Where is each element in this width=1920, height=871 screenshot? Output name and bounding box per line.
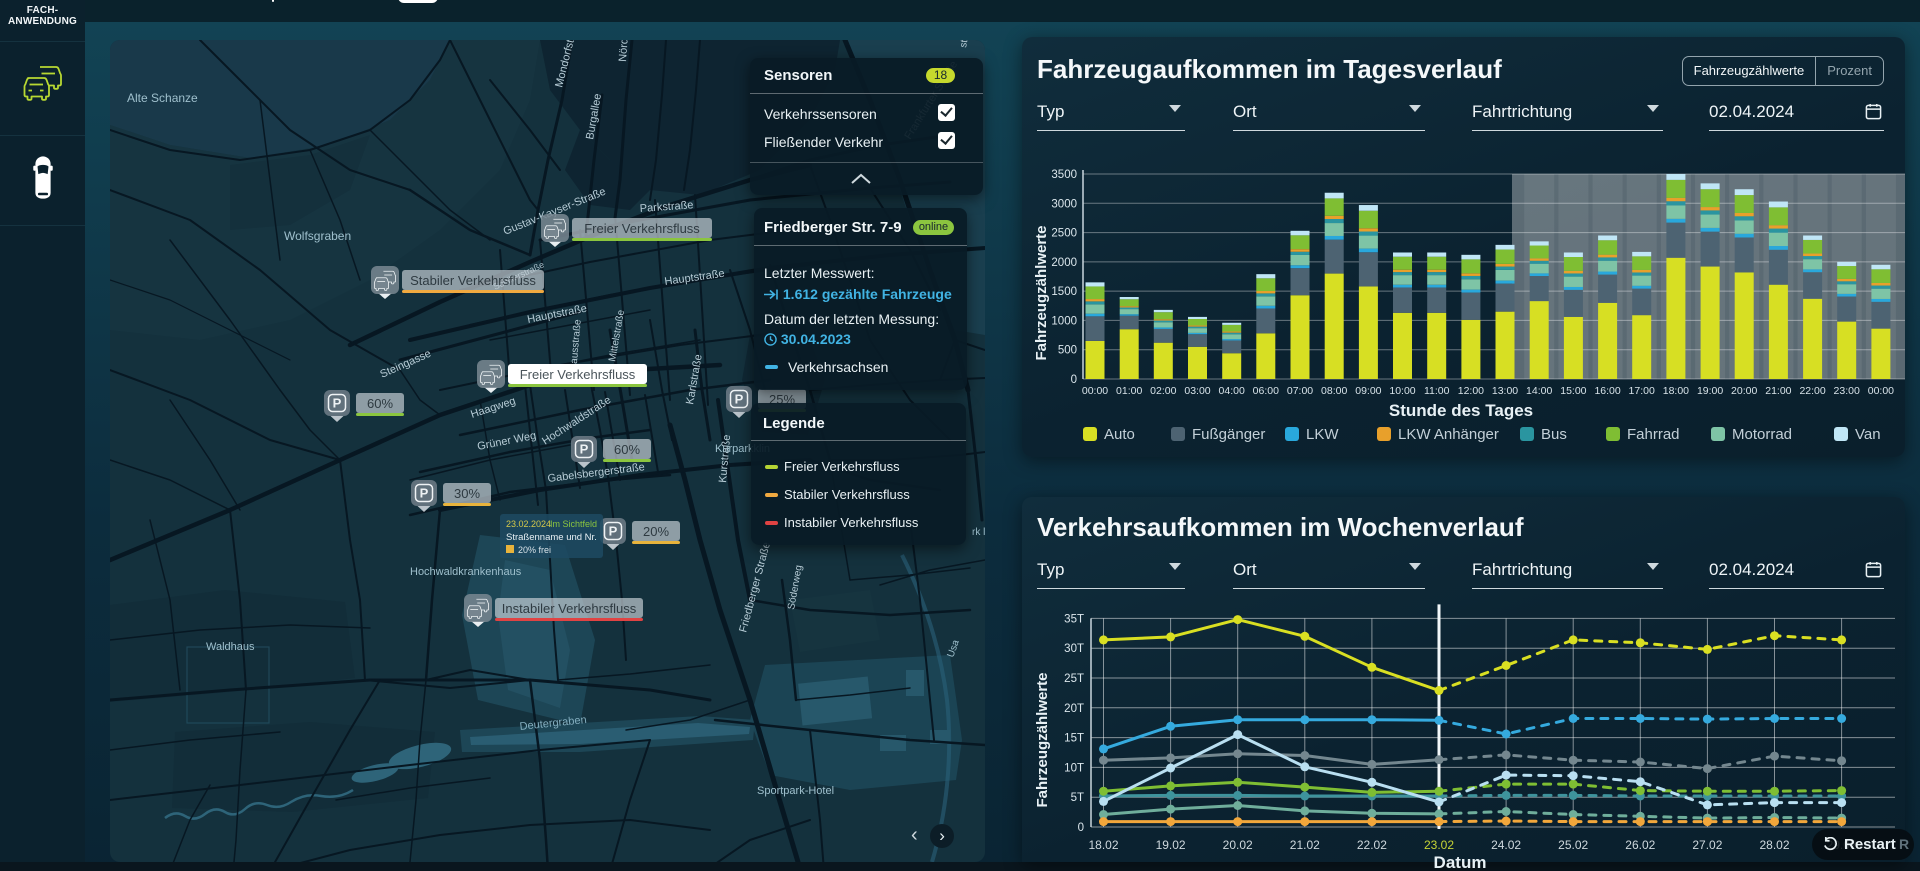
svg-text:P: P <box>609 524 618 539</box>
svg-text:21.02: 21.02 <box>1290 838 1320 852</box>
svg-text:20T: 20T <box>1064 703 1084 715</box>
svg-text:0: 0 <box>1071 374 1077 386</box>
svg-text:Freier Verkehrsfluss: Freier Verkehrsfluss <box>584 221 700 236</box>
svg-text:11:00: 11:00 <box>1424 385 1450 397</box>
svg-text:Straßenname und Nr.: Straßenname und Nr. <box>506 532 597 543</box>
svg-text:Sportpark-Hotel: Sportpark-Hotel <box>757 785 834 797</box>
svg-text:22:00: 22:00 <box>1799 385 1825 397</box>
svg-text:Stunde des Tages: Stunde des Tages <box>1389 401 1533 420</box>
svg-text:rk l: rk l <box>972 527 985 538</box>
svg-text:27.02: 27.02 <box>1692 838 1722 852</box>
svg-text:Nördliche: Nördliche <box>617 40 632 62</box>
svg-text:14:00: 14:00 <box>1526 385 1552 397</box>
svg-text:60%: 60% <box>614 442 640 457</box>
svg-text:500: 500 <box>1058 345 1077 357</box>
svg-text:P: P <box>580 442 589 457</box>
svg-text:Parkstraße: Parkstraße <box>639 199 694 215</box>
svg-text:21:00: 21:00 <box>1765 385 1791 397</box>
svg-text:10T: 10T <box>1064 762 1084 774</box>
svg-text:04:00: 04:00 <box>1219 385 1245 397</box>
svg-text:5T: 5T <box>1071 792 1084 804</box>
svg-text:00:00: 00:00 <box>1868 385 1894 397</box>
svg-text:25T: 25T <box>1064 673 1084 685</box>
svg-text:Instabiler Verkehrsfluss: Instabiler Verkehrsfluss <box>502 601 637 616</box>
svg-text:3000: 3000 <box>1051 198 1077 210</box>
svg-text:26.02: 26.02 <box>1625 838 1655 852</box>
svg-text:Im Sichtfeld: Im Sichtfeld <box>550 519 597 529</box>
svg-text:19:00: 19:00 <box>1697 385 1723 397</box>
svg-text:30T: 30T <box>1064 643 1084 655</box>
svg-text:09:00: 09:00 <box>1355 385 1381 397</box>
svg-text:0: 0 <box>1078 822 1084 834</box>
svg-text:Motorrad: Motorrad <box>1732 426 1792 443</box>
svg-text:Fahrzeugzählwerte: Fahrzeugzählwerte <box>1033 225 1050 360</box>
svg-text:LKW: LKW <box>1306 426 1339 443</box>
svg-text:35T: 35T <box>1064 613 1084 625</box>
svg-text:23.02: 23.02 <box>1424 838 1454 852</box>
svg-text:Wolfsgraben: Wolfsgraben <box>284 229 351 243</box>
svg-text:P: P <box>333 396 342 411</box>
svg-text:20%: 20% <box>643 524 669 539</box>
svg-text:23:00: 23:00 <box>1834 385 1860 397</box>
svg-text:Fußgänger: Fußgänger <box>1192 426 1265 443</box>
svg-text:Hochwaldkrankenhaus: Hochwaldkrankenhaus <box>410 566 522 578</box>
svg-text:19.02: 19.02 <box>1156 838 1186 852</box>
svg-text:Fahrzeugzählwerte: Fahrzeugzählwerte <box>1034 672 1051 807</box>
svg-text:15:00: 15:00 <box>1560 385 1586 397</box>
svg-text:3500: 3500 <box>1051 169 1077 181</box>
svg-text:P: P <box>735 392 744 407</box>
svg-text:02:00: 02:00 <box>1150 385 1176 397</box>
svg-text:24.02: 24.02 <box>1491 838 1521 852</box>
svg-text:stein: stein <box>958 40 973 49</box>
svg-text:18:00: 18:00 <box>1663 385 1689 397</box>
svg-text:Bus: Bus <box>1541 426 1567 443</box>
svg-text:2500: 2500 <box>1051 228 1077 240</box>
svg-text:Stabiler Verkehrsfluss: Stabiler Verkehrsfluss <box>410 273 536 288</box>
svg-text:Van: Van <box>1855 426 1881 443</box>
svg-text:22.02: 22.02 <box>1357 838 1387 852</box>
svg-text:15T: 15T <box>1064 733 1084 745</box>
svg-text:1000: 1000 <box>1051 315 1077 327</box>
svg-text:Freier Verkehrsfluss: Freier Verkehrsfluss <box>520 367 636 382</box>
svg-text:18.02: 18.02 <box>1088 838 1118 852</box>
svg-text:16:00: 16:00 <box>1594 385 1620 397</box>
svg-text:12:00: 12:00 <box>1458 385 1484 397</box>
svg-text:28.02: 28.02 <box>1759 838 1789 852</box>
svg-text:P: P <box>420 486 429 501</box>
svg-text:17:00: 17:00 <box>1629 385 1655 397</box>
svg-text:1500: 1500 <box>1051 286 1077 298</box>
svg-text:13:00: 13:00 <box>1492 385 1518 397</box>
svg-text:LKW Anhänger: LKW Anhänger <box>1398 426 1499 443</box>
svg-text:06:00: 06:00 <box>1253 385 1279 397</box>
svg-text:23.02.2024: 23.02.2024 <box>506 519 551 529</box>
svg-text:20:00: 20:00 <box>1731 385 1757 397</box>
svg-text:08:00: 08:00 <box>1321 385 1347 397</box>
svg-text:10:00: 10:00 <box>1389 385 1415 397</box>
svg-text:25.02: 25.02 <box>1558 838 1588 852</box>
svg-text:30%: 30% <box>454 486 480 501</box>
svg-text:03:00: 03:00 <box>1184 385 1210 397</box>
svg-text:20% frei: 20% frei <box>518 545 551 555</box>
svg-text:Datum: Datum <box>1434 853 1487 871</box>
svg-text:Fahrrad: Fahrrad <box>1627 426 1680 443</box>
svg-text:60%: 60% <box>367 396 393 411</box>
svg-text:Alte Schanze: Alte Schanze <box>127 91 198 105</box>
svg-text:00:00: 00:00 <box>1082 385 1108 397</box>
svg-text:Kurstraße: Kurstraße <box>717 434 733 483</box>
svg-text:07:00: 07:00 <box>1287 385 1313 397</box>
svg-text:01:00: 01:00 <box>1116 385 1142 397</box>
svg-text:Auto: Auto <box>1104 426 1135 443</box>
svg-text:2000: 2000 <box>1051 257 1077 269</box>
svg-text:Waldhaus: Waldhaus <box>206 641 255 653</box>
svg-text:20.02: 20.02 <box>1223 838 1253 852</box>
